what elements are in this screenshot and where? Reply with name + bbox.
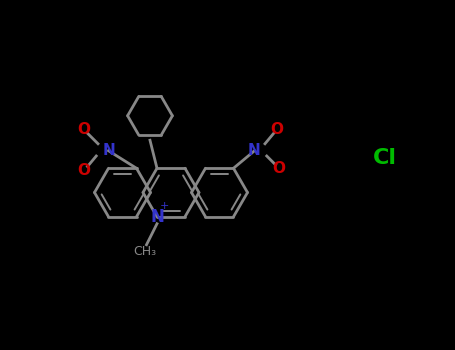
Text: O: O (77, 162, 91, 177)
Text: O: O (271, 122, 284, 137)
Text: Cl: Cl (373, 147, 397, 168)
Text: N: N (248, 143, 261, 158)
Text: N: N (102, 143, 115, 158)
Text: O: O (273, 161, 285, 176)
Text: CH₃: CH₃ (133, 245, 157, 258)
Text: N: N (150, 208, 164, 226)
Text: O: O (77, 122, 91, 137)
Text: +: + (159, 201, 169, 211)
